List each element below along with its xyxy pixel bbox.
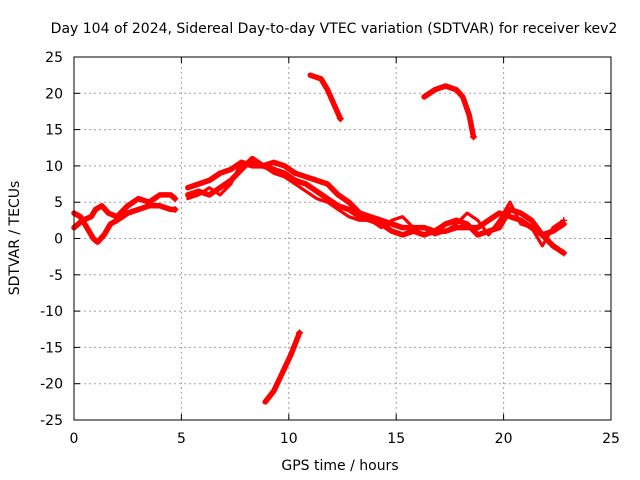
y-tick-label: -15 bbox=[40, 340, 63, 356]
x-tick-label: 0 bbox=[70, 431, 79, 447]
data-series bbox=[71, 72, 568, 405]
series-trace-a2 bbox=[71, 192, 178, 231]
y-axis-label: SDTVAR / TECUs bbox=[7, 181, 23, 296]
x-axis-label: GPS time / hours bbox=[281, 458, 398, 474]
y-tick-label: -5 bbox=[49, 268, 63, 284]
x-tick-label: 5 bbox=[177, 431, 186, 447]
series-arc-lower bbox=[262, 330, 303, 405]
x-tick-label: 15 bbox=[387, 431, 405, 447]
series-trace-b3 bbox=[186, 160, 566, 248]
series-arc-upper-left bbox=[307, 72, 344, 122]
plus-marker bbox=[296, 329, 304, 337]
x-tick-label: 10 bbox=[280, 431, 298, 447]
axis-ticks: 0 5 10 15 20 25 -25 -20 -15 -10 -5 0 5 10 15 20 25 bbox=[40, 50, 620, 447]
series-trace-b1 bbox=[185, 159, 567, 238]
y-tick-label: 15 bbox=[45, 123, 63, 139]
plus-marker bbox=[560, 216, 568, 224]
y-tick-label: 20 bbox=[45, 86, 63, 102]
y-tick-label: 25 bbox=[45, 50, 63, 66]
plus-marker bbox=[171, 205, 179, 213]
y-tick-label: -25 bbox=[40, 413, 63, 429]
series-trace-a1 bbox=[71, 203, 178, 245]
plus-marker bbox=[171, 195, 179, 203]
y-tick-label: -10 bbox=[40, 304, 63, 320]
plus-marker bbox=[470, 133, 478, 141]
plus-marker bbox=[336, 115, 344, 123]
y-tick-label: 0 bbox=[54, 232, 63, 248]
x-tick-label: 25 bbox=[602, 431, 620, 447]
grid-lines bbox=[74, 57, 611, 420]
y-tick-label: 5 bbox=[54, 195, 63, 211]
plus-marker bbox=[560, 249, 568, 257]
y-tick-label: 10 bbox=[45, 159, 63, 175]
x-tick-label: 20 bbox=[495, 431, 513, 447]
y-tick-label: -20 bbox=[40, 377, 63, 393]
series-arc-upper-right bbox=[421, 83, 477, 140]
chart-title: Day 104 of 2024, Sidereal Day-to-day VTE… bbox=[51, 21, 618, 37]
